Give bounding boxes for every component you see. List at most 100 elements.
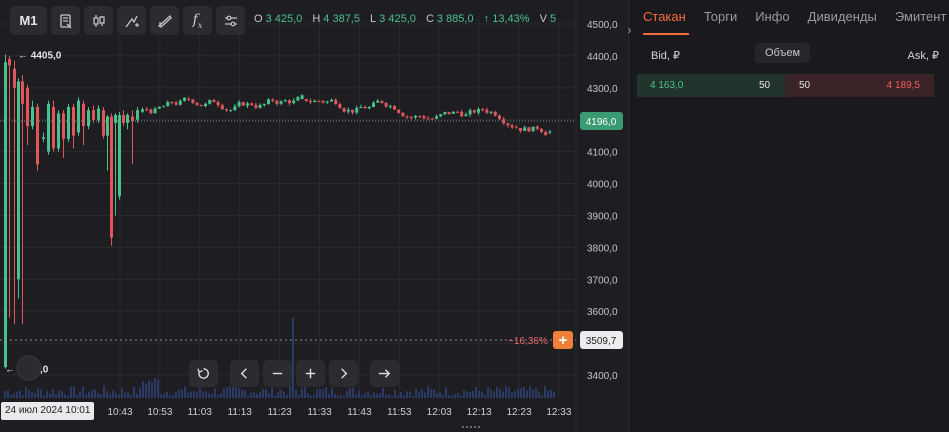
y-tick-label: 4400,0 (587, 52, 618, 63)
volume-bar (289, 386, 291, 398)
active-tab-indicator (643, 33, 689, 35)
volume-bar (73, 386, 75, 398)
drawing-button[interactable] (150, 6, 179, 35)
candle-body (506, 123, 510, 126)
volume-bar (244, 390, 246, 398)
volume-bar (370, 395, 372, 398)
volume-bar (46, 391, 48, 398)
volume-bar (148, 379, 150, 398)
y-tick-label: 4100,0 (587, 148, 618, 159)
tab-trades[interactable]: Торги (703, 9, 738, 24)
volume-bar (13, 393, 15, 398)
reset-button[interactable] (189, 360, 218, 387)
order-book-row[interactable]: 4 163,0 50 50 4 189,5 (637, 74, 934, 97)
ruler-icon (157, 14, 172, 28)
volume-bar (265, 388, 267, 398)
volume-header-button[interactable]: Объем (755, 43, 811, 63)
volume-bar (355, 394, 357, 398)
bid-price[interactable]: 4 163,0 (650, 80, 684, 91)
candle-body (250, 103, 254, 106)
volume-bar (172, 395, 174, 398)
volume-bar (532, 389, 534, 398)
volume-bar (130, 395, 132, 398)
collapse-panel-button[interactable]: › (623, 22, 636, 38)
resize-handle[interactable] (462, 426, 480, 430)
add-order-button[interactable] (553, 330, 573, 349)
settings-button[interactable] (216, 6, 245, 35)
candle-body (204, 103, 207, 107)
note-button[interactable] (51, 6, 80, 35)
volume-bar (10, 394, 12, 398)
candle-body (162, 106, 165, 108)
volume-bar (271, 386, 273, 398)
price-chart[interactable]: 4500,04400,04300,04200,04100,04000,03900… (0, 0, 627, 432)
volume-bar (544, 386, 546, 398)
candle-body (418, 115, 422, 117)
candle-body (346, 109, 350, 112)
volume-bar (346, 390, 348, 398)
candle-body (288, 100, 291, 104)
volume-bar (190, 391, 192, 398)
volume-bar (460, 395, 462, 398)
volume-bar (4, 391, 6, 398)
volume-bar (508, 387, 510, 398)
volume-bar (499, 389, 501, 398)
indicator-button[interactable] (117, 6, 146, 35)
volume-bar (361, 395, 363, 398)
candle-body (166, 101, 170, 107)
function-button[interactable]: fx (183, 6, 212, 35)
volume-bar (55, 394, 57, 398)
candle-body (145, 109, 149, 111)
volume-bar (211, 393, 213, 398)
ask-price[interactable]: 4 189,5 (886, 80, 920, 91)
volume-bar (157, 379, 159, 398)
volume-bar (502, 391, 504, 398)
volume-bar (517, 388, 519, 398)
volume-bar (391, 395, 393, 398)
x-tick-label: 10:43 (107, 407, 132, 418)
timeframe-button[interactable]: M1 (10, 6, 47, 35)
jump-latest-button[interactable] (370, 360, 399, 387)
volume-bar (268, 393, 270, 398)
candle-body (42, 137, 45, 139)
candle-body (21, 81, 24, 104)
tab-info[interactable]: Инфо (755, 9, 790, 24)
scroll-left-button[interactable] (230, 360, 259, 387)
volume-bar (457, 392, 459, 398)
candle-body (149, 109, 153, 114)
volume-bar (382, 388, 384, 398)
candle-body (229, 110, 233, 112)
volume-bar (406, 391, 408, 398)
volume-bar (553, 392, 555, 398)
volume-bar (91, 390, 93, 398)
candle-body (548, 131, 552, 133)
scroll-right-button[interactable] (329, 360, 358, 387)
candle-body (405, 116, 409, 118)
candle-body (254, 105, 258, 108)
cursor-change-label: −16,36% (508, 336, 548, 347)
jump-latest-icon (378, 369, 391, 378)
candle-body (241, 102, 245, 106)
candle-body (220, 105, 224, 110)
volume-bar (136, 393, 138, 398)
volume-bar (175, 391, 177, 398)
volume-bar (487, 387, 489, 398)
high-label: H (312, 13, 321, 25)
chart-panel[interactable]: 4500,04400,04300,04200,04100,04000,03900… (0, 0, 627, 432)
volume-bar (235, 387, 237, 398)
tab-dividends[interactable]: Дивиденды (807, 9, 877, 24)
volume-bar (199, 387, 201, 398)
chart-type-button[interactable] (84, 6, 113, 35)
zoom-in-button[interactable] (296, 360, 325, 387)
volume-bar (340, 395, 342, 398)
zoom-out-button[interactable] (263, 360, 292, 387)
candle-body (422, 116, 426, 119)
candle-body (97, 108, 100, 120)
tab-order-book[interactable]: Стакан (643, 9, 686, 24)
candle-body (330, 99, 333, 102)
volume-bar (433, 389, 435, 398)
tab-issuer[interactable]: Эмитент (894, 9, 947, 24)
candle-body (67, 106, 70, 139)
candle-body (355, 107, 359, 113)
